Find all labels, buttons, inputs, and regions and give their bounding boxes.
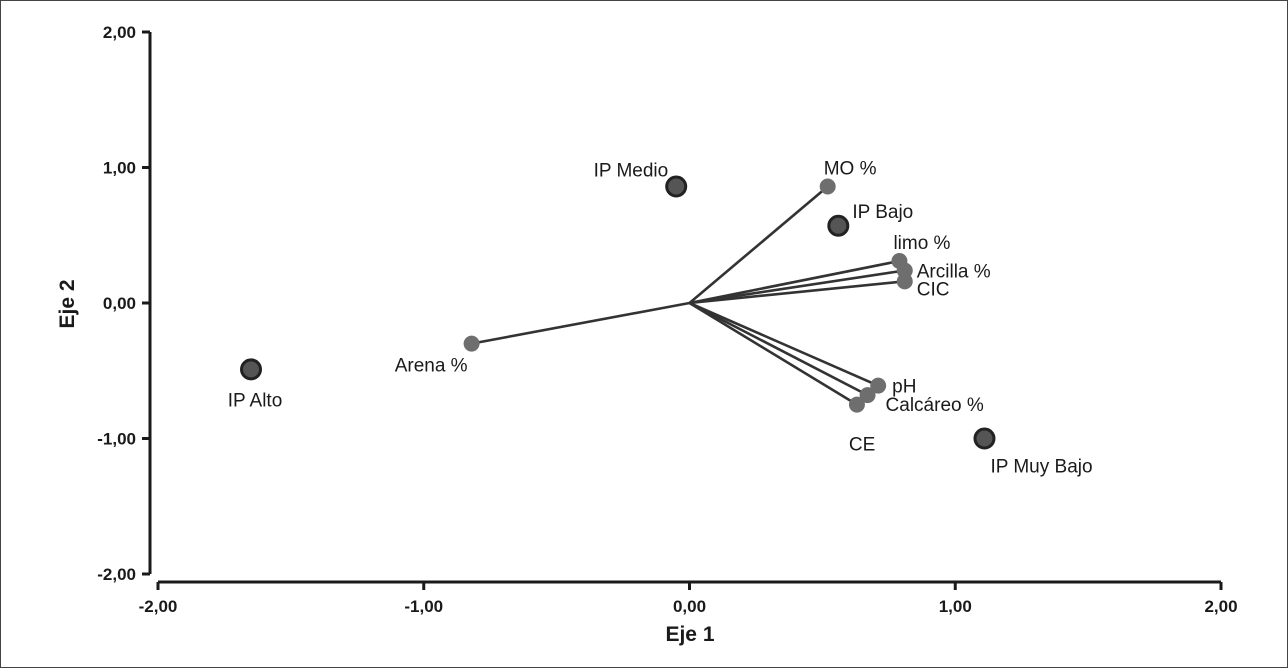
vector-line (689, 269, 905, 305)
variable-label: Arena % (395, 356, 468, 377)
category-point (973, 427, 996, 450)
variable-vectors (471, 185, 905, 406)
variable-point (463, 335, 480, 352)
variable-label: Calcáreo % (886, 395, 984, 416)
y-tick-label: -1,00 (97, 430, 136, 449)
vector-line (689, 280, 905, 305)
points (240, 175, 996, 450)
y-tick-label: 1,00 (103, 159, 136, 178)
point-labels: MO % limo % Arcilla %CIC Arena % pHCalcáreo … (228, 158, 1093, 477)
category-label: IP Muy Bajo (990, 457, 1092, 478)
variable-point (896, 273, 913, 290)
x-axis-title: Eje 1 (665, 623, 714, 646)
x-tick-label: 2,00 (1204, 597, 1237, 616)
variable-label: MO % (824, 158, 877, 179)
variable-label: CIC (917, 279, 950, 300)
y-tick-label: -2,00 (97, 565, 136, 584)
axes: 2,00 1,00 0,00 -1,00 -2,00-2,00 -1,00 0,00 1,00… (97, 23, 1237, 616)
vector-line (688, 301, 869, 397)
y-tick-label: 2,00 (103, 23, 136, 42)
vector-line (688, 185, 829, 304)
variable-label: pH (892, 377, 916, 398)
y-axis-title: Eje 2 (56, 279, 79, 328)
variable-point (848, 396, 865, 413)
category-point (240, 358, 263, 381)
variable-label: limo % (893, 233, 950, 254)
variable-point (870, 377, 887, 394)
y-tick-label: 0,00 (103, 294, 136, 313)
x-tick-label: 0,00 (673, 597, 706, 616)
variable-label: Arcilla % (917, 261, 991, 282)
vector-line (689, 259, 900, 305)
variable-point (859, 387, 876, 404)
x-tick-label: 1,00 (939, 597, 972, 616)
category-point (827, 214, 850, 237)
vector-line (471, 301, 690, 345)
category-label: IP Bajo (852, 202, 913, 223)
variable-point (819, 178, 836, 195)
x-tick-label: -1,00 (404, 597, 443, 616)
vector-line (688, 301, 879, 387)
x-tick-label: -2,00 (139, 597, 178, 616)
vector-line (688, 301, 858, 406)
category-point (665, 175, 688, 198)
variable-label: CE (849, 435, 875, 456)
category-label: IP Alto (228, 390, 283, 411)
category-label: IP Medio (594, 160, 669, 181)
